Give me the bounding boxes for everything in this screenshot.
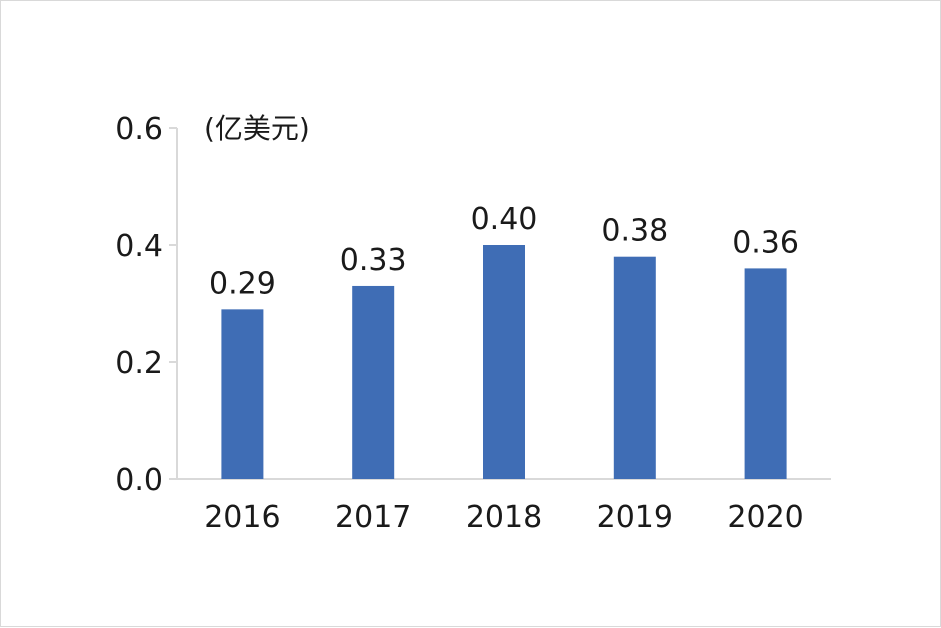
y-axis-unit-label: (亿美元) [204,112,310,145]
bar-2017 [352,285,395,479]
x-tick-label-2018: 2018 [466,500,542,535]
bar-2018 [483,245,525,479]
y-tick-label: 0.2 [115,346,163,381]
value-label-2018: 0.40 [471,202,538,237]
x-tick-label-2017: 2017 [335,500,411,535]
bar-2016 [221,309,264,479]
value-label-2017: 0.33 [340,243,407,278]
y-tick-label: 0.4 [115,229,163,264]
y-tick-label: 0.0 [115,463,163,498]
x-tick-label-2020: 2020 [727,500,803,535]
bar-2019 [613,256,656,479]
y-tick-label: 0.6 [115,112,163,147]
x-tick-label-2016: 2016 [204,500,280,535]
value-label-2019: 0.38 [601,214,668,249]
bar-2020 [744,268,787,479]
x-tick-label-2019: 2019 [597,500,673,535]
chart-labels: 0.29 2016 0.33 2017 0.40 2018 0.38 2019 0.36 2020 [204,202,804,535]
value-label-2020: 0.36 [732,225,799,260]
chart-axes: 0.0 0.2 0.4 0.6 [115,112,831,498]
value-label-2016: 0.29 [209,266,276,301]
chart-bars [221,245,787,479]
